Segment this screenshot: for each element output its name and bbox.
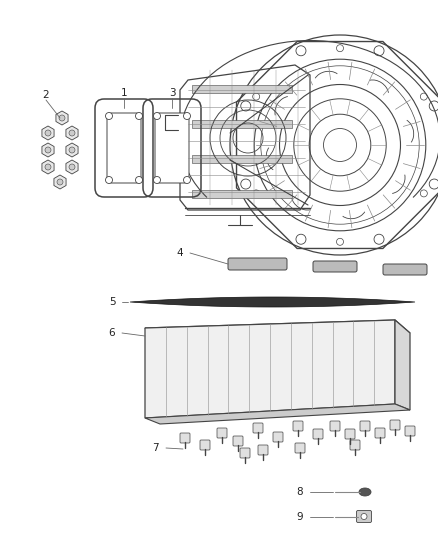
Circle shape — [429, 179, 438, 189]
Circle shape — [253, 93, 260, 100]
Circle shape — [241, 179, 251, 189]
Circle shape — [296, 234, 306, 244]
FancyBboxPatch shape — [345, 429, 355, 439]
Text: 4: 4 — [177, 248, 184, 258]
Circle shape — [374, 234, 384, 244]
Circle shape — [69, 147, 75, 153]
Circle shape — [374, 46, 384, 56]
Polygon shape — [66, 143, 78, 157]
FancyBboxPatch shape — [360, 421, 370, 431]
FancyBboxPatch shape — [350, 440, 360, 450]
Circle shape — [361, 513, 367, 520]
Text: 7: 7 — [152, 443, 158, 453]
FancyBboxPatch shape — [233, 436, 243, 446]
Circle shape — [153, 176, 160, 183]
FancyBboxPatch shape — [330, 421, 340, 431]
FancyBboxPatch shape — [107, 113, 141, 183]
FancyBboxPatch shape — [180, 433, 190, 443]
Circle shape — [59, 115, 65, 121]
Text: 9: 9 — [297, 512, 303, 522]
Polygon shape — [66, 160, 78, 174]
FancyBboxPatch shape — [258, 445, 268, 455]
Polygon shape — [145, 404, 410, 424]
Ellipse shape — [359, 488, 371, 496]
Bar — [192, 190, 292, 198]
Circle shape — [135, 176, 142, 183]
Bar — [192, 155, 292, 163]
Circle shape — [45, 147, 51, 153]
Polygon shape — [42, 143, 54, 157]
Circle shape — [429, 101, 438, 111]
FancyBboxPatch shape — [390, 420, 400, 430]
Circle shape — [106, 176, 113, 183]
Circle shape — [241, 101, 251, 111]
Circle shape — [420, 93, 427, 100]
FancyBboxPatch shape — [313, 261, 357, 272]
Text: 2: 2 — [42, 90, 49, 100]
FancyBboxPatch shape — [405, 426, 415, 436]
Circle shape — [184, 176, 191, 183]
Polygon shape — [42, 160, 54, 174]
Polygon shape — [130, 297, 415, 307]
Circle shape — [69, 164, 75, 170]
Text: 6: 6 — [109, 328, 115, 338]
Circle shape — [153, 112, 160, 119]
Circle shape — [336, 238, 343, 245]
Polygon shape — [54, 175, 66, 189]
Circle shape — [69, 130, 75, 136]
Circle shape — [296, 46, 306, 56]
Polygon shape — [145, 320, 395, 418]
Polygon shape — [145, 320, 410, 341]
FancyBboxPatch shape — [273, 432, 283, 442]
Polygon shape — [66, 126, 78, 140]
Circle shape — [45, 164, 51, 170]
FancyBboxPatch shape — [200, 440, 210, 450]
FancyBboxPatch shape — [357, 511, 371, 522]
Circle shape — [106, 112, 113, 119]
Text: 1: 1 — [121, 88, 127, 98]
Polygon shape — [56, 111, 68, 125]
Circle shape — [184, 112, 191, 119]
FancyBboxPatch shape — [228, 258, 287, 270]
Polygon shape — [42, 126, 54, 140]
FancyBboxPatch shape — [155, 113, 189, 183]
FancyBboxPatch shape — [313, 429, 323, 439]
Polygon shape — [395, 320, 410, 410]
Bar — [192, 120, 292, 128]
FancyBboxPatch shape — [375, 428, 385, 438]
Circle shape — [45, 130, 51, 136]
Circle shape — [336, 45, 343, 52]
FancyBboxPatch shape — [295, 443, 305, 453]
Circle shape — [420, 190, 427, 197]
FancyBboxPatch shape — [383, 264, 427, 275]
Text: 5: 5 — [109, 297, 115, 307]
Bar — [192, 85, 292, 93]
Text: 8: 8 — [297, 487, 303, 497]
Circle shape — [135, 112, 142, 119]
FancyBboxPatch shape — [253, 423, 263, 433]
FancyBboxPatch shape — [293, 421, 303, 431]
Circle shape — [57, 179, 63, 185]
FancyBboxPatch shape — [240, 448, 250, 458]
Circle shape — [253, 190, 260, 197]
FancyBboxPatch shape — [217, 428, 227, 438]
Text: 3: 3 — [169, 88, 175, 98]
